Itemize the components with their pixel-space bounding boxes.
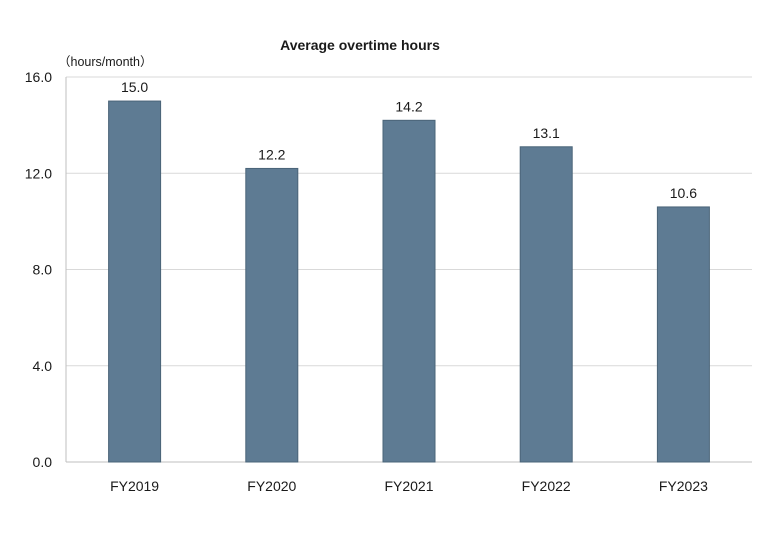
x-tick-label: FY2023: [659, 478, 708, 494]
x-tick-label: FY2019: [110, 478, 159, 494]
data-label: 12.2: [258, 146, 285, 162]
bar-fy2023: [656, 206, 710, 463]
bar-fy2020: [245, 167, 299, 463]
bar-fy2021: [382, 119, 436, 463]
data-label: 10.6: [670, 185, 697, 201]
x-tick-label: FY2022: [522, 478, 571, 494]
x-tick-label: FY2021: [384, 478, 433, 494]
data-label: 15.0: [121, 79, 148, 95]
y-tick-label: 8.0: [33, 262, 53, 278]
y-axis-ticks: 0.0 4.0 8.0 12.0 16.0: [25, 69, 52, 470]
data-label: 14.2: [395, 98, 422, 114]
y-tick-label: 0.0: [33, 454, 53, 470]
y-axis-unit-label: （hours/month）: [58, 55, 152, 69]
y-tick-label: 12.0: [25, 165, 52, 181]
chart-title: Average overtime hours: [280, 37, 440, 53]
bar-fy2022: [519, 146, 573, 463]
x-axis-ticks: FY2019 FY2020 FY2021 FY2022 FY2023: [110, 478, 708, 494]
data-labels: 15.0 12.2 14.2 13.1 10.6: [121, 79, 697, 201]
y-tick-label: 16.0: [25, 69, 52, 85]
y-tick-label: 4.0: [33, 358, 53, 374]
bar-fy2019: [108, 100, 162, 463]
data-label: 13.1: [533, 125, 560, 141]
bars: [108, 100, 710, 463]
x-tick-label: FY2020: [247, 478, 296, 494]
